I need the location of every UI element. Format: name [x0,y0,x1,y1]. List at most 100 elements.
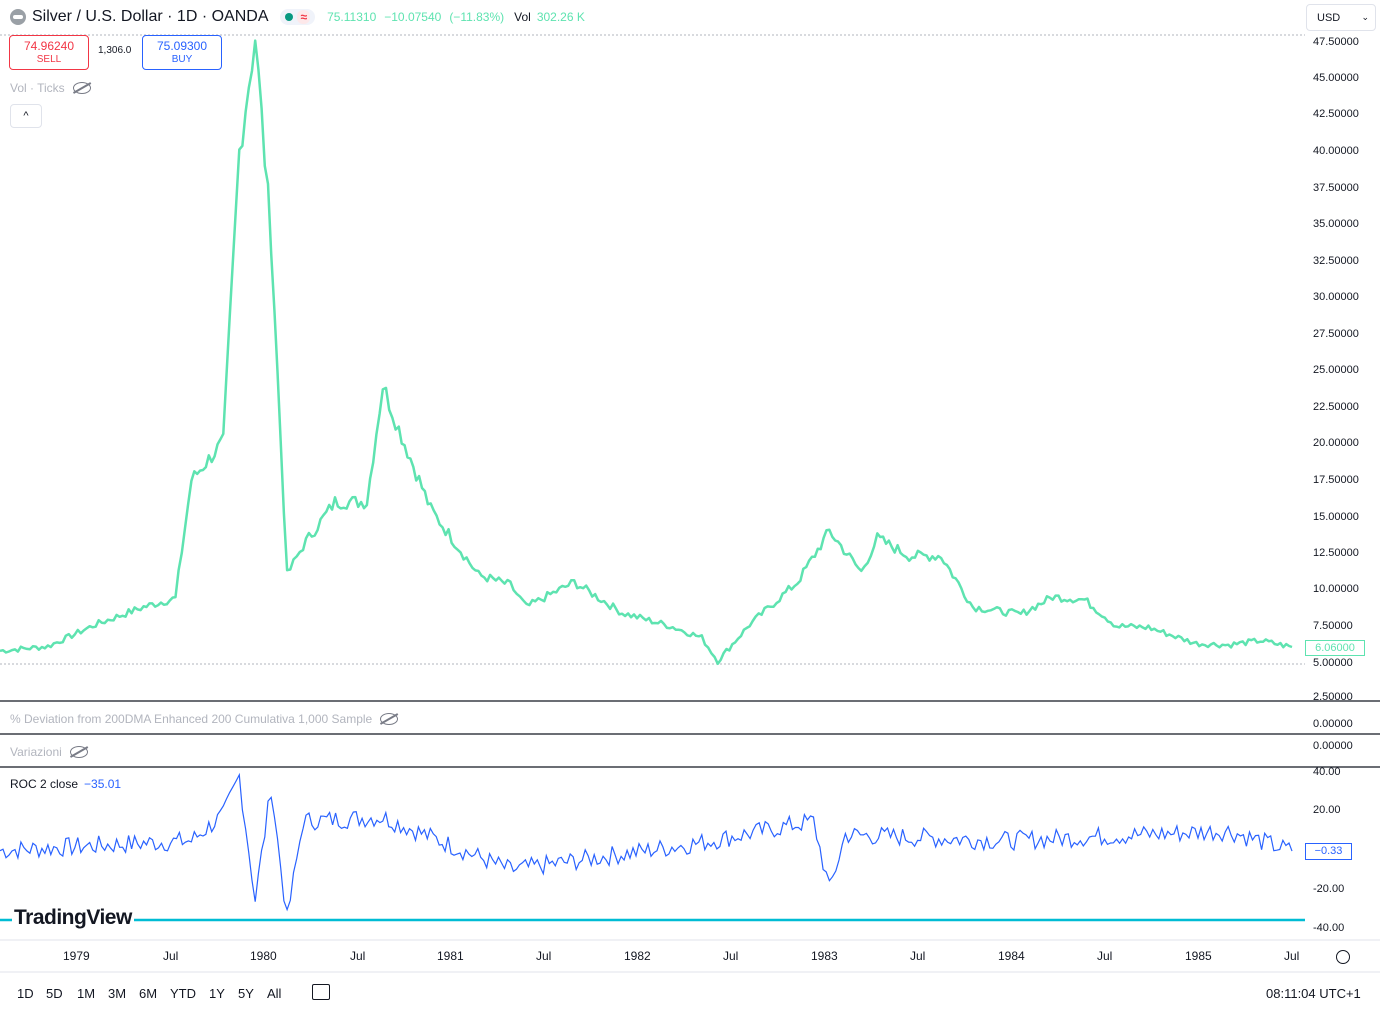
roc-point [1003,839,1006,842]
currency-value: USD [1317,11,1341,24]
roc-point [828,888,831,891]
roc-legend-value: −35.01 [84,777,122,791]
currency-select[interactable]: USD ⌄ [1306,4,1376,31]
roc-last-tag: −0.33 [1305,843,1352,860]
price-axis-label: 32.50000 [1313,255,1359,267]
time-axis-label: 1979 [63,949,90,963]
range-button-5y[interactable]: 5Y [238,986,254,1001]
price-axis-label: 7.50000 [1313,620,1353,632]
time-axis-label: Jul [350,949,366,963]
roc-point [1291,850,1294,853]
range-button-1m[interactable]: 1M [77,986,96,1001]
price-axis-label: 45.00000 [1313,72,1359,84]
roc-point [844,833,847,836]
price-point [381,384,384,387]
range-button-6m[interactable]: 6M [139,986,158,1001]
roc-point [286,918,289,921]
price-axis-label: 27.50000 [1313,328,1359,340]
symbol-logo-icon [10,9,26,25]
price-axis-label: 12.50000 [1313,547,1359,559]
price-point [142,606,145,609]
variazioni-legend[interactable]: Variazioni [10,745,88,759]
hidden-eye-icon[interactable] [69,746,88,758]
price-point [334,500,337,503]
range-button-ytd[interactable]: YTD [170,986,196,1001]
range-button-5d[interactable]: 5D [46,986,63,1001]
price-axis-label: 10.00000 [1313,583,1359,595]
hidden-eye-icon[interactable] [380,713,399,725]
clock-readout[interactable]: 08:11:04 UTC+1 [1266,986,1361,1001]
sell-button[interactable]: 74.96240 SELL [9,35,89,70]
roc-series-line[interactable] [0,772,1293,912]
price-point [1147,626,1150,629]
price-point [621,611,624,614]
volume-value: 302.26 K [536,10,585,24]
vol-legend-label: Vol · Ticks [10,81,65,95]
last-price-tag: 6.06000 [1305,640,1365,656]
tradingview-logo[interactable]: TradingView [12,906,134,930]
roc-point [190,839,193,842]
roc-point [381,816,384,819]
price-change: −10.07540 [384,10,442,24]
price-point [190,479,193,482]
range-button-all[interactable]: All [267,986,282,1001]
time-axis-label: Jul [1284,949,1300,963]
roc-axis-label: 20.00 [1313,804,1341,816]
price-axis-label: 35.00000 [1313,218,1359,230]
gear-icon[interactable] [1336,950,1350,964]
price-axis-label: 5.00000 [1313,657,1353,669]
price-axis-label: 37.50000 [1313,182,1359,194]
price-axis-label: 47.50000 [1313,36,1359,48]
chart-header: Silver / U.S. Dollar · 1D · OANDA ≈ 75.1… [10,8,585,26]
sell-price: 74.96240 [23,39,75,53]
time-axis-label: Jul [723,949,739,963]
price-point [509,584,512,587]
roc-point [254,898,257,901]
range-button-1y[interactable]: 1Y [209,986,225,1001]
market-open-dot-icon [285,13,294,21]
roc-point [509,869,512,872]
time-axis-label: 1982 [624,949,651,963]
price-point [222,441,225,444]
chevron-down-icon: ⌄ [1361,12,1369,22]
market-status[interactable]: ≈ [280,9,316,25]
roc-legend[interactable]: ROC 2 close −35.01 [10,777,121,791]
roc-point [238,774,241,777]
volume-label: Vol [514,10,531,24]
price-point [972,606,975,609]
hidden-eye-icon[interactable] [72,82,91,94]
price-point [908,554,911,557]
symbol-title[interactable]: Silver / U.S. Dollar · 1D · OANDA [32,8,269,25]
buy-label: BUY [171,54,193,65]
price-point [46,645,49,648]
range-button-3m[interactable]: 3M [108,986,127,1001]
time-axis-label: 1985 [1185,949,1212,963]
price-point [254,35,257,38]
vol-legend[interactable]: Vol · Ticks [10,81,91,95]
price-point [573,581,576,584]
price-point [286,573,289,576]
roc-axis-label: -40.00 [1313,922,1345,934]
deviation-legend-label: % Deviation from 200DMA Enhanced 200 Cum… [10,712,373,726]
roc-point [270,786,273,789]
price-axis-label: 25.00000 [1313,364,1359,376]
price-point [796,581,799,584]
roc-point [1227,829,1230,832]
price-point [668,625,671,628]
range-button-1d[interactable]: 1D [17,986,34,1001]
collapse-legend-button[interactable]: ^ [10,104,42,128]
roc-legend-label: ROC 2 close [10,777,79,791]
calendar-icon[interactable] [312,984,330,1000]
price-point [429,508,432,511]
price-point [94,623,97,626]
price-axis-label: 22.50000 [1313,401,1359,413]
price-point [270,238,273,241]
price-series-line[interactable] [0,39,1293,666]
last-close: 75.11310 [327,10,377,24]
buy-button[interactable]: 75.09300 BUY [142,35,222,70]
price-point [1083,598,1086,601]
buy-price: 75.09300 [156,39,208,53]
price-point [748,623,751,626]
deviation-legend[interactable]: % Deviation from 200DMA Enhanced 200 Cum… [10,712,399,726]
